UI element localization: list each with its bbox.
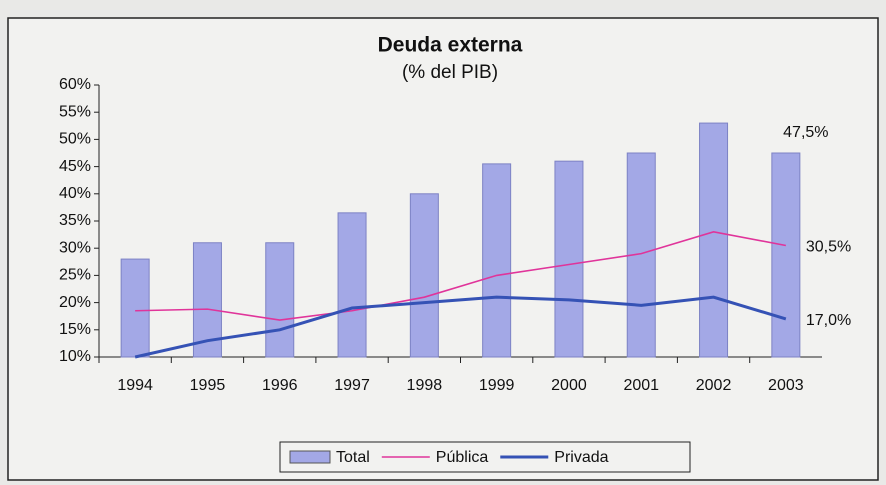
data-label: 47,5%: [783, 124, 828, 141]
x-tick-label: 1994: [117, 377, 153, 394]
chart-subtitle: (% del PIB): [402, 62, 498, 83]
legend-label: Pública: [436, 449, 489, 466]
y-tick-label: 60%: [59, 76, 91, 93]
x-tick-label: 1995: [190, 377, 226, 394]
y-tick-label: 15%: [59, 321, 91, 338]
bar: [337, 212, 367, 358]
bar: [192, 242, 222, 358]
y-tick-label: 40%: [59, 185, 91, 202]
legend-label: Total: [336, 449, 370, 466]
x-tick-label: 2003: [768, 377, 804, 394]
x-tick-label: 2002: [696, 377, 732, 394]
legend-box: [279, 441, 691, 473]
legend-label: Privada: [554, 449, 608, 466]
bar: [409, 193, 439, 358]
x-tick-label: 1996: [262, 377, 298, 394]
bar: [120, 258, 150, 358]
y-tick-label: 20%: [59, 294, 91, 311]
x-tick-label: 1997: [334, 377, 370, 394]
y-tick-label: 25%: [59, 267, 91, 284]
data-label: 30,5%: [806, 239, 851, 256]
y-tick-label: 45%: [59, 158, 91, 175]
y-tick-label: 55%: [59, 103, 91, 120]
chart-frame: [7, 17, 879, 481]
y-tick-label: 50%: [59, 131, 91, 148]
y-tick-label: 10%: [59, 348, 91, 365]
data-label: 17,0%: [806, 312, 851, 329]
x-tick-label: 1999: [479, 377, 515, 394]
bar: [265, 242, 295, 358]
bar: [771, 152, 801, 358]
y-tick-label: 35%: [59, 212, 91, 229]
bar: [554, 160, 584, 358]
x-tick-label: 1998: [407, 377, 443, 394]
legend-swatch: [289, 450, 331, 464]
x-tick-label: 2001: [623, 377, 659, 394]
y-tick-label: 30%: [59, 239, 91, 256]
line: [134, 295, 787, 359]
chart-title: Deuda externa: [378, 34, 523, 57]
line: [135, 231, 786, 321]
bar: [482, 163, 512, 358]
x-tick-label: 2000: [551, 377, 587, 394]
bar: [699, 122, 729, 358]
